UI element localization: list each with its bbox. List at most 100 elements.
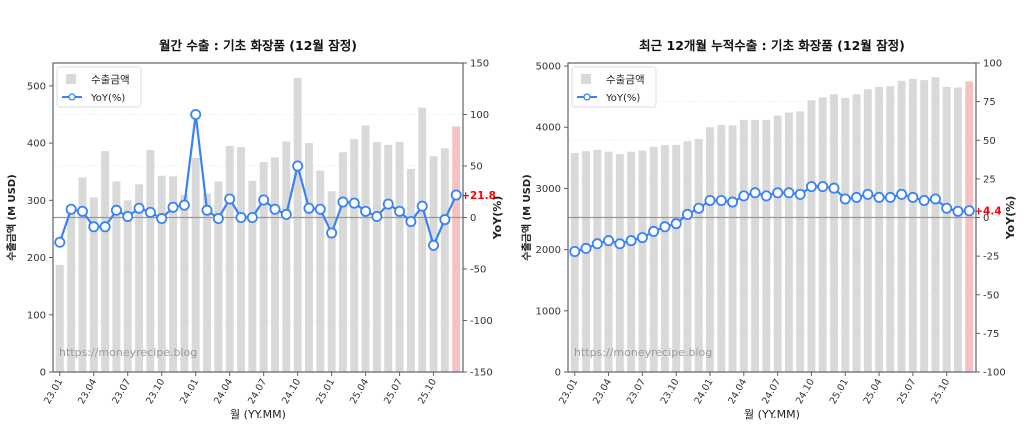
export-bar <box>293 77 302 372</box>
export-bar <box>406 168 415 372</box>
y2-tick-label: 50 <box>983 136 996 147</box>
x-tick-label: 24.01 <box>178 377 201 406</box>
y2-tick-label: -50 <box>470 265 486 276</box>
x-tick-label: 23.04 <box>591 377 614 406</box>
yoy-marker <box>54 236 66 248</box>
yoy-marker <box>303 202 315 214</box>
yoy-marker <box>337 196 349 208</box>
yoy-marker <box>963 205 975 217</box>
yoy-marker <box>625 235 637 247</box>
x-tick-label: 25.10 <box>929 377 952 406</box>
yoy-marker <box>862 188 874 200</box>
export-bar <box>248 180 257 372</box>
y2-tick-label: 75 <box>983 97 996 108</box>
export-bar <box>157 175 166 372</box>
yoy-marker <box>760 190 772 202</box>
y2-tick-label: 50 <box>470 162 483 173</box>
yoy-marker <box>190 109 202 121</box>
yoy-marker <box>326 227 338 239</box>
yoy-marker <box>896 188 908 200</box>
export-bar <box>214 181 223 372</box>
yoy-marker <box>738 190 750 202</box>
yoy-marker <box>591 238 603 250</box>
export-bar <box>78 177 87 372</box>
x-tick-label: 23.10 <box>144 377 167 406</box>
x-tick-label: 23.04 <box>76 377 99 406</box>
export-bar <box>191 157 200 372</box>
export-bar <box>135 184 144 372</box>
yoy-marker <box>76 205 88 217</box>
yoy-marker <box>704 195 716 207</box>
y-tick-label: 3000 <box>536 184 561 195</box>
export-bar <box>327 191 336 372</box>
yoy-marker <box>772 187 784 199</box>
y2-tick-label: -150 <box>470 368 493 379</box>
x-tick-label: 24.10 <box>280 377 303 406</box>
export-bar <box>305 143 313 372</box>
y-tick-label: 0 <box>555 368 561 379</box>
yoy-marker <box>88 221 100 233</box>
legend-bar-label: 수출금액 <box>606 74 645 86</box>
export-bar <box>615 154 624 372</box>
x-tick-label: 23.01 <box>557 377 580 406</box>
export-bar <box>739 119 748 372</box>
yoy-marker <box>941 202 953 214</box>
yoy-marker <box>235 211 247 223</box>
yoy-marker <box>450 189 462 201</box>
yoy-marker <box>670 218 682 230</box>
yoy-marker <box>314 203 326 215</box>
export-bar <box>841 97 850 372</box>
export-bar <box>660 144 669 372</box>
yoy-marker <box>178 199 190 211</box>
yoy-marker <box>212 213 224 225</box>
yoy-marker <box>394 205 406 217</box>
yoy-marker <box>156 213 168 225</box>
yoy-marker <box>382 198 394 210</box>
export-bar <box>67 208 76 372</box>
yoy-marker <box>360 205 372 217</box>
export-bar <box>886 86 895 372</box>
legend: 수출금액 YoY(%) <box>571 66 657 108</box>
y2-tick-label: 150 <box>470 59 489 70</box>
y2-tick-label: 0 <box>470 213 476 224</box>
yoy-marker <box>269 203 281 215</box>
yoy-marker <box>246 211 258 223</box>
x-tick-label: 25.04 <box>862 377 885 406</box>
export-bar <box>146 149 155 372</box>
y2-axis-label: YoY(%) <box>491 196 504 241</box>
y-tick-label: 100 <box>27 310 46 321</box>
export-bar <box>112 181 121 372</box>
export-bar <box>762 119 771 372</box>
legend-line-label: YoY(%) <box>605 93 640 104</box>
yoy-marker <box>371 210 383 222</box>
y-tick-label: 500 <box>27 81 46 92</box>
y2-tick-label: -25 <box>983 252 999 263</box>
export-bar <box>372 141 381 372</box>
export-bar <box>863 89 872 373</box>
yoy-marker <box>907 191 919 203</box>
export-bar <box>384 144 393 372</box>
export-bar <box>123 200 132 372</box>
chart-title: 최근 12개월 누적수출 : 기초 화장품 (12월 잠정) <box>639 38 905 53</box>
export-bar <box>728 125 737 372</box>
x-tick-label: 25.01 <box>314 377 337 406</box>
x-tick-label: 24.07 <box>760 377 783 406</box>
x-tick-label: 23.01 <box>42 377 65 406</box>
export-bar <box>773 115 782 373</box>
legend-line-label: YoY(%) <box>90 93 125 104</box>
yoy-marker <box>659 221 671 233</box>
export-bar <box>931 77 940 372</box>
export-bar <box>706 127 714 372</box>
watermark: https://moneyrecipe.blog <box>59 346 197 359</box>
x-tick-label: 24.04 <box>726 377 749 406</box>
x-tick-label: 25.10 <box>416 377 439 406</box>
export-bar <box>908 78 917 373</box>
export-bar <box>282 141 291 372</box>
yoy-marker <box>783 187 795 199</box>
export-bar <box>203 193 211 372</box>
export-bar <box>259 161 268 372</box>
x-tick-label: 23.07 <box>110 377 133 406</box>
y2-tick-label: -100 <box>983 368 1006 379</box>
export-bar <box>649 146 658 372</box>
